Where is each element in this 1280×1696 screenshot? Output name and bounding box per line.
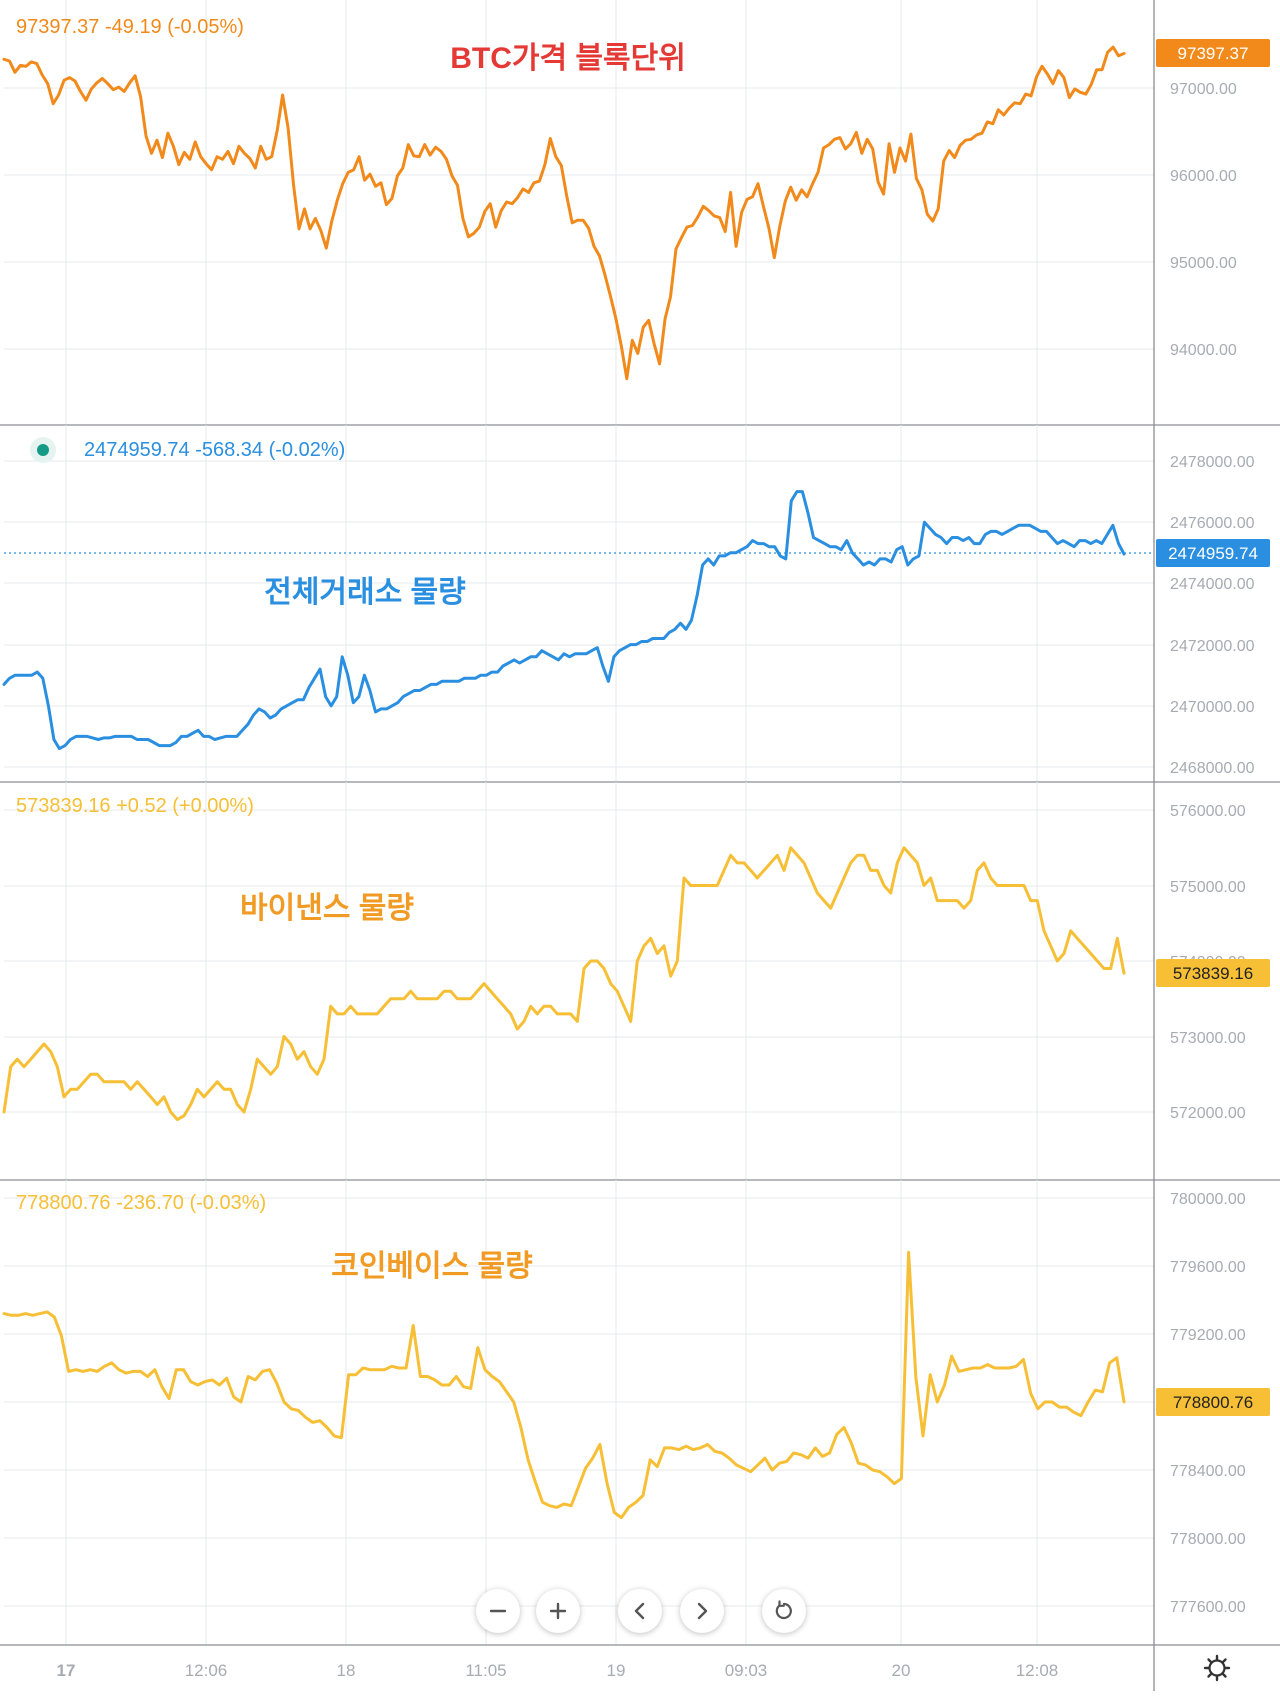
y-tick-label: 2468000.00	[1170, 760, 1255, 777]
y-tick-label: 2470000.00	[1170, 699, 1255, 716]
series-line-total	[2, 490, 1126, 751]
legend-text: 97397.37 -49.19 (-0.05%)	[16, 16, 244, 38]
legend-text: 778800.76 -236.70 (-0.03%)	[16, 1192, 266, 1214]
time-axis-label: 12:08	[1016, 1661, 1059, 1680]
y-tick-label: 2472000.00	[1170, 638, 1255, 655]
last-value-label: 778800.76	[1173, 1393, 1253, 1412]
last-value-badge-bg	[1156, 39, 1270, 67]
last-value-badge: 2474959.74	[1156, 539, 1270, 567]
time-axis-label: 12:06	[185, 1661, 228, 1680]
settings-gear-icon[interactable]	[1203, 1654, 1231, 1682]
zoom-out-button[interactable]	[476, 1589, 520, 1633]
reset-chart-button[interactable]	[762, 1589, 806, 1633]
plus-icon	[549, 1602, 567, 1620]
panel-title: 코인베이스 물량	[331, 1250, 533, 1283]
y-tick-label: 573000.00	[1170, 1030, 1246, 1047]
series-line-btc	[2, 45, 1126, 381]
y-tick-label: 779600.00	[1170, 1259, 1246, 1276]
time-axis-label: 17	[57, 1661, 76, 1680]
scroll-right-button[interactable]	[680, 1589, 724, 1633]
last-value-badge-bg	[1156, 959, 1270, 987]
last-value-badge-bg	[1156, 1388, 1270, 1416]
zoom-in-button[interactable]	[536, 1589, 580, 1633]
y-tick-label: 780000.00	[1170, 1191, 1246, 1208]
y-tick-label: 575000.00	[1170, 879, 1246, 896]
minus-icon	[489, 1609, 507, 1613]
y-tick-label: 97000.00	[1170, 81, 1237, 98]
chevron-right-icon	[697, 1602, 708, 1620]
y-tick-label: 576000.00	[1170, 803, 1246, 820]
y-tick-label: 572000.00	[1170, 1105, 1246, 1122]
panel-btc: 97000.00 96000.00 95000.00 94000.00 97397.37…	[0, 0, 1280, 426]
panel-total: 2478000.00 2476000.00 2474000.00 2472000.00…	[0, 425, 1280, 783]
status-dot	[37, 444, 49, 456]
last-value-label: 2474959.74	[1168, 544, 1258, 563]
y-tick-label: 94000.00	[1170, 342, 1237, 359]
last-value-badge-bg	[1156, 539, 1270, 567]
reset-icon	[775, 1600, 792, 1620]
y-tick-label: 777600.00	[1170, 1599, 1246, 1616]
series-line-binance	[2, 846, 1126, 1121]
last-value-label: 573839.16	[1173, 964, 1253, 983]
y-tick-label: 96000.00	[1170, 168, 1237, 185]
time-axis-label: 11:05	[465, 1661, 506, 1680]
panel-binance: 576000.00575000.00574000.00573000.005720…	[0, 782, 1280, 1181]
time-axis-label: 18	[337, 1661, 356, 1680]
last-value-badge: 778800.76	[1156, 1388, 1270, 1416]
time-axis-label: 20	[892, 1661, 911, 1680]
time-axis-label: 19	[607, 1661, 626, 1680]
last-value-badge: 573839.16	[1156, 959, 1270, 987]
y-tick-label: 778000.00	[1170, 1531, 1246, 1548]
chevron-left-icon	[634, 1602, 645, 1620]
panel-title: 전체거래소 물량	[264, 576, 466, 609]
time-axis-label: 09:03	[725, 1661, 768, 1680]
y-tick-label: 2478000.00	[1170, 454, 1255, 471]
series-line-coinbase	[2, 1250, 1126, 1520]
panel-title: BTC가격 블록단위	[450, 42, 686, 75]
y-tick-label: 778400.00	[1170, 1463, 1246, 1480]
y-tick-label: 2474000.00	[1170, 576, 1255, 593]
scroll-left-button[interactable]	[618, 1589, 662, 1633]
panel-coinbase: 780000.00779600.00779200.00778800.007784…	[0, 1180, 1280, 1646]
last-value-label: 97397.37	[1178, 44, 1249, 63]
y-tick-label: 95000.00	[1170, 255, 1237, 272]
legend-text: 2474959.74 -568.34 (-0.02%)	[84, 439, 345, 461]
y-tick-label: 779200.00	[1170, 1327, 1246, 1344]
time-axis: 17 12:06 18 11:05 19 09:03 20 12:08	[57, 1661, 1059, 1680]
panel-title: 바이낸스 물량	[240, 892, 414, 925]
last-value-badge: 97397.37	[1156, 39, 1270, 67]
y-tick-label: 2476000.00	[1170, 515, 1255, 532]
gear-hub	[1208, 1659, 1226, 1677]
legend-text: 573839.16 +0.52 (+0.00%)	[16, 795, 254, 817]
